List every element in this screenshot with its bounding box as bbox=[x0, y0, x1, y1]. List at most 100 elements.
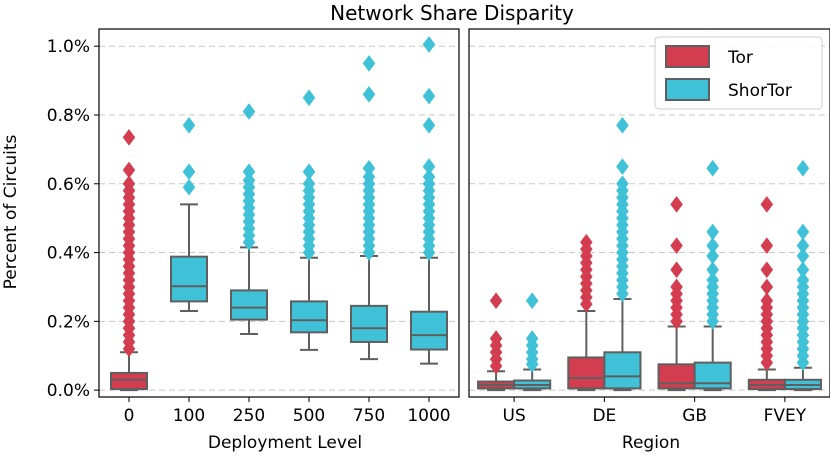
right-panel: US DE GB FVEY bbox=[468, 28, 830, 426]
outlier-point bbox=[760, 278, 774, 296]
outlier-point bbox=[670, 195, 683, 213]
x-axis-label-right: Region bbox=[622, 433, 680, 453]
box-1000 bbox=[410, 36, 448, 365]
outlier-point bbox=[362, 85, 376, 103]
outlier-point bbox=[182, 116, 196, 134]
outlier-point bbox=[242, 171, 256, 189]
outlier-point bbox=[706, 271, 719, 289]
box-body bbox=[230, 289, 268, 321]
x-tick-label: 0 bbox=[124, 406, 135, 426]
outlier-point bbox=[706, 223, 719, 241]
outlier-point bbox=[242, 163, 256, 181]
outlier-point bbox=[706, 247, 719, 265]
outlier-point bbox=[760, 195, 774, 213]
box-750 bbox=[350, 54, 388, 361]
box-body bbox=[290, 300, 328, 334]
y-tick-label: 0.6% bbox=[47, 175, 90, 195]
outlier-point bbox=[796, 247, 810, 265]
outlier-point bbox=[489, 292, 503, 310]
box-ShorTor-DE bbox=[603, 116, 642, 392]
y-tick-label: 1.0% bbox=[47, 37, 90, 57]
box-body bbox=[657, 363, 696, 390]
outlier-point bbox=[362, 54, 376, 72]
outlier-point bbox=[122, 175, 136, 193]
outlier-point bbox=[580, 233, 593, 251]
outlier-point bbox=[670, 261, 683, 279]
box-Tor-GB bbox=[657, 195, 696, 392]
box-ShorTor-FVEY bbox=[783, 159, 822, 392]
outlier-point bbox=[302, 89, 316, 107]
box-body bbox=[603, 351, 642, 390]
box-500 bbox=[290, 89, 328, 351]
outlier-point bbox=[706, 261, 719, 279]
right-frame bbox=[468, 28, 830, 398]
outlier-point bbox=[616, 116, 629, 134]
box-body bbox=[170, 255, 208, 303]
left-panel: 0.0% 0.2% 0.4% 0.6% 0.8% 1.0% 0 100 250 500 750 100… bbox=[47, 28, 460, 426]
x-tick-label: 250 bbox=[233, 406, 265, 426]
outlier-point bbox=[706, 159, 719, 177]
outlier-point bbox=[422, 158, 436, 175]
outlier-point bbox=[302, 163, 316, 181]
box-0 bbox=[110, 128, 148, 392]
outlier-point bbox=[422, 36, 436, 53]
outlier-point bbox=[422, 87, 436, 105]
box-body bbox=[110, 371, 148, 391]
outlier-point bbox=[796, 159, 810, 177]
legend-swatch-tor bbox=[665, 45, 710, 68]
outlier-point bbox=[525, 330, 539, 347]
outlier-point bbox=[706, 237, 719, 255]
legend: Tor ShorTor bbox=[654, 36, 823, 110]
outlier-point bbox=[796, 261, 810, 279]
y-tick-label: 0.2% bbox=[47, 312, 90, 332]
outlier-point bbox=[422, 116, 436, 134]
box-100 bbox=[170, 116, 208, 313]
outlier-point bbox=[182, 178, 196, 196]
x-axis-label-left: Deployment Level bbox=[208, 433, 362, 453]
box-body bbox=[410, 310, 448, 351]
x-tick-label: DE bbox=[592, 406, 616, 426]
outlier-point bbox=[796, 223, 810, 241]
x-tick-label: 750 bbox=[353, 406, 385, 426]
box-body bbox=[350, 304, 388, 343]
outlier-point bbox=[760, 261, 774, 279]
outlier-point bbox=[616, 158, 629, 175]
outlier-point bbox=[182, 163, 196, 181]
x-tick-label: US bbox=[503, 406, 526, 426]
outlier-point bbox=[302, 175, 316, 193]
box-body bbox=[567, 356, 606, 390]
outlier-point bbox=[362, 159, 376, 177]
box-ShorTor-GB bbox=[693, 159, 732, 392]
outlier-point bbox=[525, 292, 539, 310]
box-Tor-DE bbox=[567, 233, 606, 392]
box-Tor-FVEY bbox=[747, 195, 786, 392]
box-ShorTor-US bbox=[513, 292, 552, 392]
outlier-point bbox=[760, 237, 774, 255]
x-tick-label: GB bbox=[682, 406, 707, 426]
legend-swatch-shortor bbox=[665, 78, 710, 101]
outlier-point bbox=[670, 237, 683, 255]
outlier-point bbox=[122, 161, 136, 179]
legend-label-tor: Tor bbox=[727, 48, 753, 68]
legend-label-shortor: ShorTor bbox=[728, 81, 792, 101]
box-250 bbox=[230, 103, 268, 336]
x-tick-label: 100 bbox=[173, 406, 205, 426]
y-axis-label: Percent of Circuits bbox=[1, 134, 21, 289]
outlier-point bbox=[796, 237, 810, 255]
box-Tor-US bbox=[477, 292, 516, 392]
chart-title: Network Share Disparity bbox=[330, 1, 574, 25]
left-frame bbox=[98, 28, 460, 398]
y-tick-label: 0.8% bbox=[47, 106, 90, 126]
outlier-point bbox=[760, 292, 774, 310]
x-tick-label: 500 bbox=[293, 406, 325, 426]
outlier-point bbox=[796, 271, 810, 289]
y-tick-label: 0.0% bbox=[47, 381, 90, 401]
outlier-point bbox=[616, 175, 629, 193]
y-tick-label: 0.4% bbox=[47, 244, 90, 264]
outlier-point bbox=[670, 278, 683, 296]
x-tick-label: FVEY bbox=[764, 406, 807, 426]
outlier-point bbox=[489, 330, 503, 347]
box-body bbox=[693, 361, 732, 390]
x-tick-label: 1000 bbox=[407, 406, 450, 426]
